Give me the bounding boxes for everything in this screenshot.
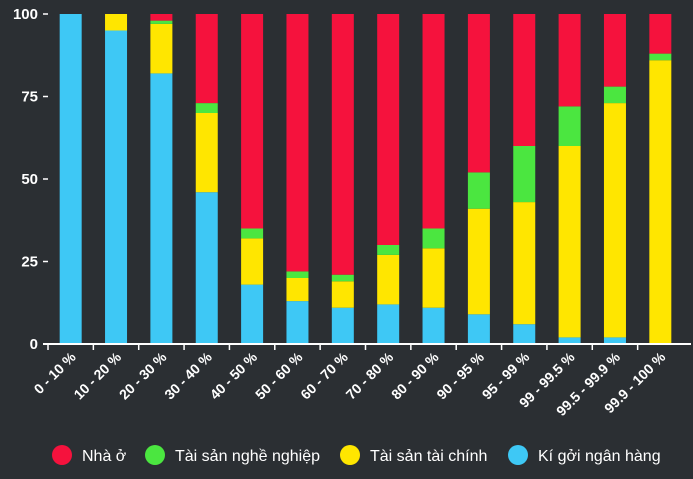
bar-t-i-s-n-ngh-nghi-p-50-60 xyxy=(286,271,309,278)
bar-nh-20-30 xyxy=(150,14,173,21)
y-tick-label-0: 0 xyxy=(30,336,38,353)
bar-nh-99-9-100 xyxy=(649,14,672,54)
legend-label-k-g-i-ng-n-h-ng: Kí gởi ngân hàng xyxy=(538,448,661,465)
bar-nh-30-40 xyxy=(195,14,218,104)
y-tick-label-25: 25 xyxy=(21,254,38,271)
bar-t-i-s-n-ngh-nghi-p-99-99-5 xyxy=(558,106,581,146)
bar-t-i-s-n-t-i-ch-nh-60-70 xyxy=(331,281,354,308)
x-tick-label-90-95: 90 - 95 % xyxy=(433,348,487,402)
bar-nh-90-95 xyxy=(467,14,490,173)
legend-swatch-nh xyxy=(52,445,72,465)
x-tick-label-20-30: 20 - 30 % xyxy=(116,348,170,402)
legend-item-nh: Nhà ở xyxy=(52,445,127,465)
bar-nh-99-99-5 xyxy=(558,14,581,107)
bar-t-i-s-n-ngh-nghi-p-60-70 xyxy=(331,274,354,282)
bar-t-i-s-n-ngh-nghi-p-40-50 xyxy=(241,228,264,239)
bar-t-i-s-n-t-i-ch-nh-95-99 xyxy=(513,202,536,325)
legend-swatch-t-i-s-n-t-i-ch-nh xyxy=(340,445,360,465)
bar-k-g-i-ng-n-h-ng-20-30 xyxy=(150,73,173,345)
x-tick-label-70-80: 70 - 80 % xyxy=(343,348,397,402)
bar-nh-80-90 xyxy=(422,14,445,229)
bar-k-g-i-ng-n-h-ng-40-50 xyxy=(241,284,264,344)
bar-t-i-s-n-t-i-ch-nh-70-80 xyxy=(377,254,400,305)
bar-k-g-i-ng-n-h-ng-99-5-99-9 xyxy=(603,337,626,344)
legend-item-k-g-i-ng-n-h-ng: Kí gởi ngân hàng xyxy=(508,445,661,465)
legend-item-t-i-s-n-ngh-nghi-p: Tài sản nghề nghiệp xyxy=(145,445,320,465)
bar-t-i-s-n-t-i-ch-nh-90-95 xyxy=(467,208,490,315)
bar-t-i-s-n-ngh-nghi-p-80-90 xyxy=(422,228,445,249)
x-tick-label-40-50: 40 - 50 % xyxy=(207,348,261,402)
bar-nh-70-80 xyxy=(377,14,400,245)
bar-k-g-i-ng-n-h-ng-10-20 xyxy=(105,30,128,344)
bar-nh-40-50 xyxy=(241,14,264,229)
bar-k-g-i-ng-n-h-ng-70-80 xyxy=(377,304,400,344)
bar-k-g-i-ng-n-h-ng-30-40 xyxy=(195,192,218,344)
x-tick-label-50-60: 50 - 60 % xyxy=(252,348,306,402)
bar-k-g-i-ng-n-h-ng-99-99-5 xyxy=(558,337,581,344)
y-tick-label-75: 75 xyxy=(21,89,38,106)
bar-k-g-i-ng-n-h-ng-80-90 xyxy=(422,307,445,344)
bar-t-i-s-n-t-i-ch-nh-20-30 xyxy=(150,23,173,74)
legend-label-nh: Nhà ở xyxy=(82,448,127,465)
bar-t-i-s-n-ngh-nghi-p-99-5-99-9 xyxy=(603,86,626,104)
legend-label-t-i-s-n-t-i-ch-nh: Tài sản tài chính xyxy=(370,448,487,465)
bar-nh-95-99 xyxy=(513,14,536,146)
bar-k-g-i-ng-n-h-ng-50-60 xyxy=(286,301,309,344)
bar-k-g-i-ng-n-h-ng-0-10 xyxy=(59,14,82,344)
x-tick-label-30-40: 30 - 40 % xyxy=(161,348,215,402)
bar-t-i-s-n-t-i-ch-nh-40-50 xyxy=(241,238,264,285)
legend-swatch-k-g-i-ng-n-h-ng xyxy=(508,445,528,465)
bar-t-i-s-n-t-i-ch-nh-80-90 xyxy=(422,248,445,308)
x-tick-label-60-70: 60 - 70 % xyxy=(297,348,351,402)
bar-t-i-s-n-t-i-ch-nh-50-60 xyxy=(286,278,309,302)
bar-t-i-s-n-ngh-nghi-p-30-40 xyxy=(195,103,218,113)
bar-t-i-s-n-t-i-ch-nh-99-99-5 xyxy=(558,146,581,338)
y-tick-label-50: 50 xyxy=(21,171,38,188)
bar-t-i-s-n-ngh-nghi-p-70-80 xyxy=(377,245,400,255)
bar-k-g-i-ng-n-h-ng-60-70 xyxy=(331,307,354,344)
x-tick-label-80-90: 80 - 90 % xyxy=(388,348,442,402)
bar-k-g-i-ng-n-h-ng-95-99 xyxy=(513,324,536,344)
bar-t-i-s-n-ngh-nghi-p-99-9-100 xyxy=(649,53,672,61)
legend-item-t-i-s-n-t-i-ch-nh: Tài sản tài chính xyxy=(340,445,487,465)
bar-t-i-s-n-t-i-ch-nh-10-20 xyxy=(105,14,128,31)
bar-t-i-s-n-t-i-ch-nh-99-9-100 xyxy=(649,60,672,344)
bar-nh-50-60 xyxy=(286,14,309,272)
y-tick-label-100: 100 xyxy=(13,6,38,23)
bar-t-i-s-n-ngh-nghi-p-90-95 xyxy=(467,172,490,209)
legend-label-t-i-s-n-ngh-nghi-p: Tài sản nghề nghiệp xyxy=(175,448,320,465)
bar-t-i-s-n-ngh-nghi-p-95-99 xyxy=(513,146,536,203)
bar-t-i-s-n-t-i-ch-nh-30-40 xyxy=(195,113,218,193)
bar-k-g-i-ng-n-h-ng-90-95 xyxy=(467,314,490,344)
bar-t-i-s-n-t-i-ch-nh-99-5-99-9 xyxy=(603,103,626,338)
bar-nh-60-70 xyxy=(331,14,354,275)
bar-nh-99-5-99-9 xyxy=(603,14,626,87)
legend-swatch-t-i-s-n-ngh-nghi-p xyxy=(145,445,165,465)
x-tick-label-10-20: 10 - 20 % xyxy=(70,348,124,402)
bar-t-i-s-n-ngh-nghi-p-20-30 xyxy=(150,20,173,24)
